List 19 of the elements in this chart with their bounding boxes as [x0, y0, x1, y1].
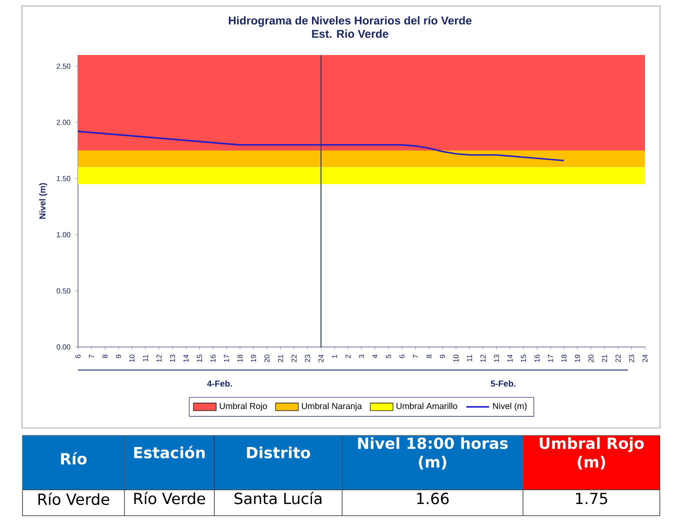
category-label: Distrito [247, 446, 310, 458]
text: Río Verde [134, 492, 206, 504]
text: Santa Lucía [234, 492, 322, 504]
text: 1.75 [576, 492, 608, 504]
text: Río Verde [38, 492, 110, 506]
legend-label: Nivel (m) [493, 402, 527, 411]
text: 1.66 [417, 492, 449, 504]
legend-label: Umbral Amarillo [396, 402, 458, 410]
text: 5-Feb. [490, 380, 516, 387]
category-label: Estación [134, 446, 205, 458]
legend-label: Umbral Naranja [302, 402, 362, 411]
category-label: Nivel 18:00 horas (m) [358, 437, 508, 470]
legend-label: Umbral Rojo [220, 402, 267, 411]
chart-title: Hidrograma de Niveles Horarios del río Verde [228, 16, 472, 27]
category-label: Umbral Rojo (m) [540, 437, 644, 470]
text: 4-Feb. [207, 380, 232, 387]
category-label: Río [61, 452, 87, 465]
chart-subtitle: Est. Rio Verde [312, 30, 388, 38]
y-axis-title: Nivel (m) [39, 183, 48, 219]
